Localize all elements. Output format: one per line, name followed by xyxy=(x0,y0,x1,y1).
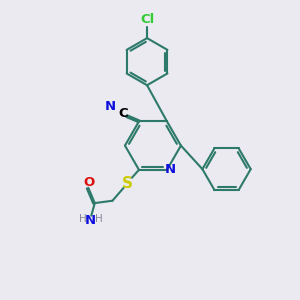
Text: N: N xyxy=(165,163,176,176)
Text: S: S xyxy=(122,176,133,190)
Text: Cl: Cl xyxy=(140,14,154,26)
Text: H: H xyxy=(95,214,103,224)
Text: O: O xyxy=(83,176,94,189)
Text: N: N xyxy=(85,214,96,227)
Text: N: N xyxy=(105,100,116,113)
Text: H: H xyxy=(79,214,87,224)
Text: C: C xyxy=(118,107,128,120)
